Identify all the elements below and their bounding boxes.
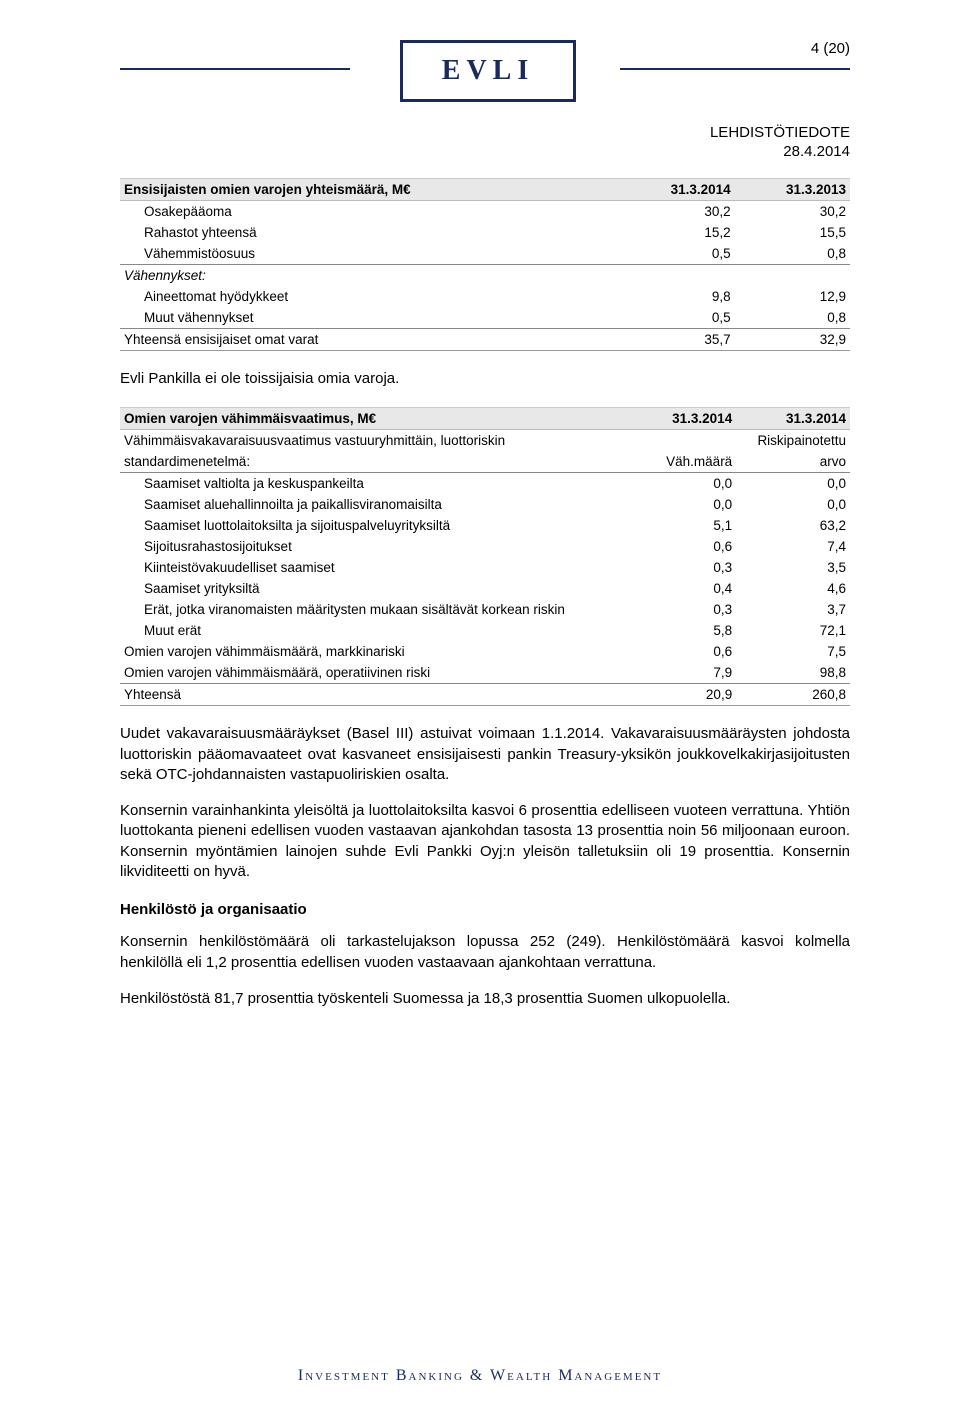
t2-sub1b: Riskipainotettu <box>736 430 850 452</box>
doc-meta: LEHDISTÖTIEDOTE 28.4.2014 <box>120 124 850 160</box>
t2-row-v2-2: 63,2 <box>736 515 850 536</box>
t2-extra-label-1: Omien varojen vähimmäismäärä, operatiivi… <box>120 662 649 684</box>
t1-vrow-label-1: Muut vähennykset <box>120 307 619 329</box>
t2-extra-v2-1: 98,8 <box>736 662 850 684</box>
equity-table: Ensisijaisten omien varojen yhteismäärä,… <box>120 178 850 351</box>
t2-row-v1-7: 5,8 <box>649 620 736 641</box>
t1-vrow-v1-0: 9,8 <box>619 286 734 307</box>
t2-row-v1-5: 0,4 <box>649 578 736 599</box>
para-4: Henkilöstöstä 81,7 prosenttia työskentel… <box>120 989 850 1009</box>
note-p: Evli Pankilla ei ole toissijaisia omia v… <box>120 369 850 389</box>
note-text: Evli Pankilla ei ole toissijaisia omia v… <box>120 369 850 389</box>
t1-row-v1-1: 15,2 <box>619 222 734 243</box>
t2-row-v1-1: 0,0 <box>649 494 736 515</box>
t2-row-label-3: Sijoitusrahastosijoitukset <box>120 536 649 557</box>
t2-extra-v2-0: 7,5 <box>736 641 850 662</box>
t2-row-v2-6: 3,7 <box>736 599 850 620</box>
doc-type-label: LEHDISTÖTIEDOTE <box>120 124 850 141</box>
t2-row-v2-3: 7,4 <box>736 536 850 557</box>
t2-row-v1-2: 5,1 <box>649 515 736 536</box>
t1-row-label-2: Vähemmistöosuus <box>120 243 619 265</box>
t2-col2: 31.3.2014 <box>736 408 850 430</box>
t2-sub1a: Vähimmäisvakavaraisuusvaatimus vastuuryh… <box>120 430 649 452</box>
t1-row-v1-0: 30,2 <box>619 201 734 223</box>
t1-col1: 31.3.2014 <box>619 179 734 201</box>
t2-row-v2-0: 0,0 <box>736 473 850 495</box>
t2-row-v1-6: 0,3 <box>649 599 736 620</box>
t1-total-v1: 35,7 <box>619 329 734 351</box>
t1-vrow-v2-1: 0,8 <box>735 307 850 329</box>
logo: EVLI <box>400 40 576 102</box>
header-rule-right <box>620 68 850 70</box>
t2-row-label-6: Erät, jotka viranomaisten määritysten mu… <box>120 599 649 620</box>
t1-row-v2-0: 30,2 <box>735 201 850 223</box>
page: EVLI 4 (20) LEHDISTÖTIEDOTE 28.4.2014 En… <box>0 0 960 1421</box>
body-text: Uudet vakavaraisuusmääräykset (Basel III… <box>120 724 850 1009</box>
t1-total-label: Yhteensä ensisijaiset omat varat <box>120 329 619 351</box>
t2-col1: 31.3.2014 <box>649 408 736 430</box>
t1-vrow-v2-0: 12,9 <box>735 286 850 307</box>
footer-tagline: Investment Banking & Wealth Management <box>0 1367 960 1385</box>
t2-extra-label-0: Omien varojen vähimmäismäärä, markkinari… <box>120 641 649 662</box>
header: EVLI 4 (20) <box>120 40 850 100</box>
t2-extra-v1-0: 0,6 <box>649 641 736 662</box>
t2-row-v1-3: 0,6 <box>649 536 736 557</box>
para-1: Uudet vakavaraisuusmääräykset (Basel III… <box>120 724 850 785</box>
t1-vrow-label-0: Aineettomat hyödykkeet <box>120 286 619 307</box>
t2-total-v1: 20,9 <box>649 684 736 706</box>
t2-row-v1-0: 0,0 <box>649 473 736 495</box>
para-2: Konsernin varainhankinta yleisöltä ja lu… <box>120 801 850 882</box>
t1-total-v2: 32,9 <box>735 329 850 351</box>
t2-row-label-7: Muut erät <box>120 620 649 641</box>
t1-row-v2-2: 0,8 <box>735 243 850 265</box>
t2-row-label-0: Saamiset valtiolta ja keskuspankeilta <box>120 473 649 495</box>
t2-sub2b: Väh.määrä <box>649 451 736 473</box>
t2-extra-v1-1: 7,9 <box>649 662 736 684</box>
t2-total-label: Yhteensä <box>120 684 649 706</box>
t2-row-v1-4: 0,3 <box>649 557 736 578</box>
t1-row-v2-1: 15,5 <box>735 222 850 243</box>
t2-row-v2-7: 72,1 <box>736 620 850 641</box>
para-3: Konsernin henkilöstömäärä oli tarkastelu… <box>120 932 850 973</box>
t1-row-v1-2: 0,5 <box>619 243 734 265</box>
page-number: 4 (20) <box>811 40 850 57</box>
minreq-table: Omien varojen vähimmäisvaatimus, M€ 31.3… <box>120 407 850 706</box>
t1-vrow-v1-1: 0,5 <box>619 307 734 329</box>
t2-row-label-1: Saamiset aluehallinnoilta ja paikallisvi… <box>120 494 649 515</box>
t2-total-v2: 260,8 <box>736 684 850 706</box>
section-title: Henkilöstö ja organisaatio <box>120 900 850 920</box>
doc-date: 28.4.2014 <box>120 143 850 160</box>
t1-col2: 31.3.2013 <box>735 179 850 201</box>
t1-title: Ensisijaisten omien varojen yhteismäärä,… <box>120 179 619 201</box>
t1-row-label-0: Osakepääoma <box>120 201 619 223</box>
t1-row-label-1: Rahastot yhteensä <box>120 222 619 243</box>
t2-row-v2-5: 4,6 <box>736 578 850 599</box>
t2-row-v2-4: 3,5 <box>736 557 850 578</box>
t2-row-label-4: Kiinteistövakuudelliset saamiset <box>120 557 649 578</box>
header-rule-left <box>120 68 350 70</box>
t2-sub2a: standardimenetelmä: <box>120 451 649 473</box>
t2-row-label-2: Saamiset luottolaitoksilta ja sijoituspa… <box>120 515 649 536</box>
t1-vahen-label: Vähennykset: <box>120 265 619 287</box>
t2-row-v2-1: 0,0 <box>736 494 850 515</box>
t2-row-label-5: Saamiset yrityksiltä <box>120 578 649 599</box>
t2-title: Omien varojen vähimmäisvaatimus, M€ <box>120 408 649 430</box>
t2-sub2c: arvo <box>736 451 850 473</box>
